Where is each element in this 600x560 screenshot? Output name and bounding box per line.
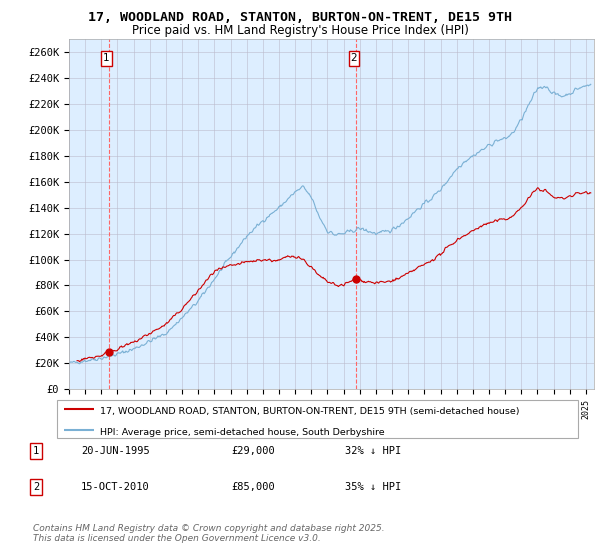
Text: £29,000: £29,000 (231, 446, 275, 456)
Text: Price paid vs. HM Land Registry's House Price Index (HPI): Price paid vs. HM Land Registry's House … (131, 24, 469, 36)
Text: 20-JUN-1995: 20-JUN-1995 (81, 446, 150, 456)
Text: £85,000: £85,000 (231, 482, 275, 492)
Text: 35% ↓ HPI: 35% ↓ HPI (345, 482, 401, 492)
Text: 17, WOODLAND ROAD, STANTON, BURTON-ON-TRENT, DE15 9TH (semi-detached house): 17, WOODLAND ROAD, STANTON, BURTON-ON-TR… (100, 407, 520, 416)
FancyBboxPatch shape (56, 400, 578, 437)
Text: 17, WOODLAND ROAD, STANTON, BURTON-ON-TRENT, DE15 9TH: 17, WOODLAND ROAD, STANTON, BURTON-ON-TR… (88, 11, 512, 24)
Text: HPI: Average price, semi-detached house, South Derbyshire: HPI: Average price, semi-detached house,… (100, 427, 385, 437)
Text: Contains HM Land Registry data © Crown copyright and database right 2025.
This d: Contains HM Land Registry data © Crown c… (33, 524, 385, 543)
Text: 15-OCT-2010: 15-OCT-2010 (81, 482, 150, 492)
Text: 1: 1 (103, 53, 110, 63)
Text: 1: 1 (33, 446, 39, 456)
Text: 32% ↓ HPI: 32% ↓ HPI (345, 446, 401, 456)
Text: 2: 2 (350, 53, 357, 63)
Text: 2: 2 (33, 482, 39, 492)
